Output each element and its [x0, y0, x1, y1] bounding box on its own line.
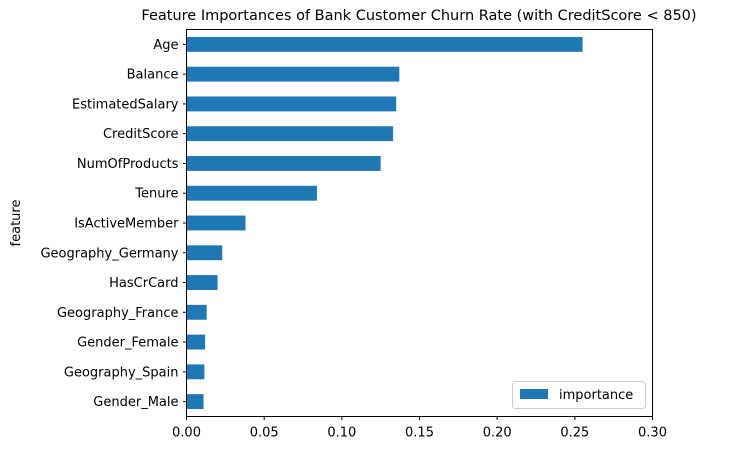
x-tick-label: 0.15 — [405, 426, 434, 441]
x-axis-ticks: 0.00 0.05 0.10 0.15 0.20 0.25 0.30 — [172, 416, 667, 441]
bar-estimatedsalary — [186, 96, 397, 112]
x-tick-label: 0.10 — [327, 426, 356, 441]
y-tick-label: Geography_Germany — [40, 246, 178, 261]
y-tick-label: Gender_Male — [93, 395, 178, 410]
bar-geography-germany — [186, 245, 223, 261]
x-tick-label: 0.00 — [172, 426, 201, 441]
x-tick-label: 0.20 — [483, 426, 512, 441]
bar-isactivemember — [186, 215, 246, 231]
bar-creditscore — [186, 126, 394, 142]
bar-numofproducts — [186, 156, 381, 171]
y-tick-label: Geography_France — [57, 306, 179, 321]
x-tick-label: 0.25 — [560, 426, 589, 441]
y-tick-label: Tenure — [134, 187, 178, 202]
legend-swatch — [520, 389, 548, 399]
bar-geography-spain — [186, 364, 205, 380]
y-axis-label: feature — [9, 200, 24, 247]
y-axis-ticks: Age Balance EstimatedSalary CreditScore NumO… — [40, 38, 187, 410]
bar-age — [186, 36, 583, 52]
y-tick-label: Balance — [127, 68, 179, 83]
y-tick-label: EstimatedSalary — [72, 97, 179, 112]
y-tick-label: Gender_Female — [77, 336, 178, 351]
chart-title: Feature Importances of Bank Customer Chu… — [141, 8, 696, 24]
bar-tenure — [186, 185, 317, 201]
bar-balance — [186, 66, 400, 82]
bar-hascrcard — [186, 275, 218, 290]
bar-geography-france — [186, 304, 207, 320]
y-tick-label: IsActiveMember — [74, 217, 179, 232]
bars-group — [186, 36, 583, 410]
y-tick-label: NumOfProducts — [77, 157, 179, 172]
bar-gender-male — [186, 394, 204, 410]
y-tick-label: Age — [153, 38, 178, 53]
bar-gender-female — [186, 334, 206, 350]
legend-box — [512, 381, 646, 409]
x-tick-label: 0.05 — [250, 426, 279, 441]
y-tick-label: Geography_Spain — [64, 365, 179, 380]
x-tick-label: 0.30 — [638, 426, 667, 441]
y-tick-label: CreditScore — [103, 127, 179, 142]
legend-label: importance — [559, 388, 633, 403]
y-tick-label: HasCrCard — [109, 276, 178, 291]
legend: importance — [512, 381, 646, 409]
plot-area-frame — [186, 29, 653, 417]
